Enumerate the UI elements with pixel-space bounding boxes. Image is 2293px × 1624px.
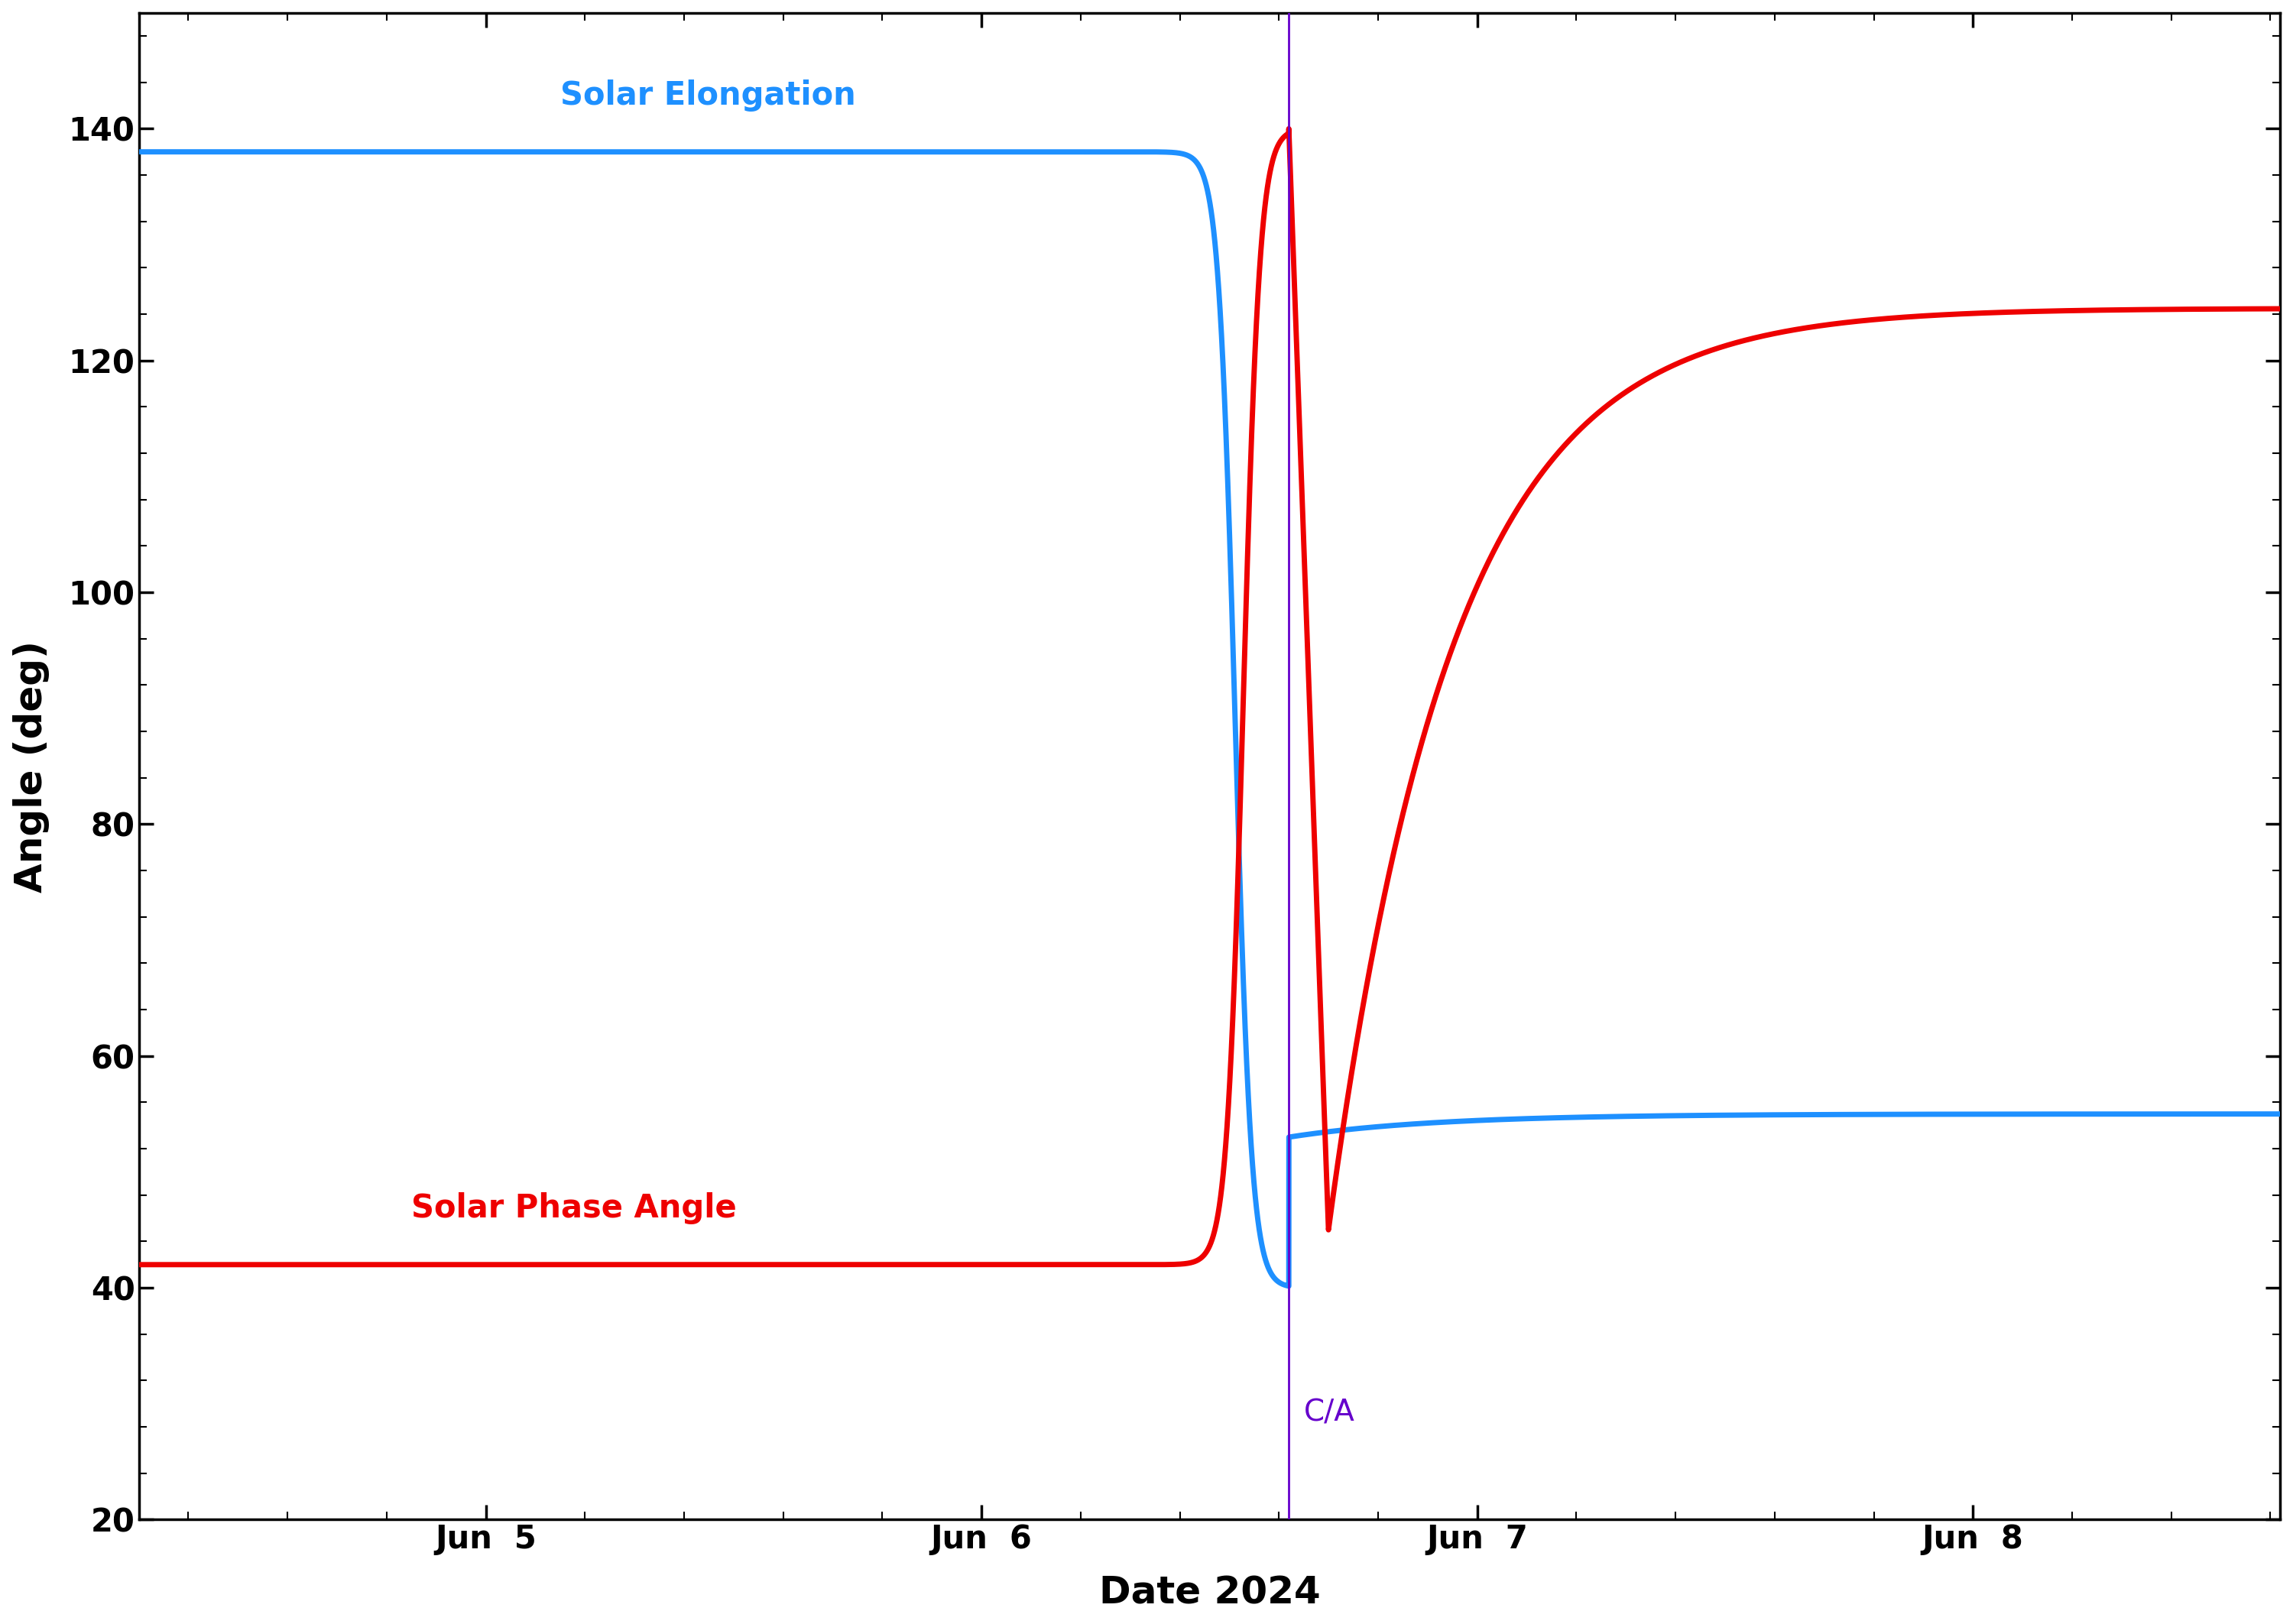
Text: Solar Phase Angle: Solar Phase Angle xyxy=(410,1192,736,1224)
Y-axis label: Angle (deg): Angle (deg) xyxy=(14,640,50,892)
X-axis label: Date 2024: Date 2024 xyxy=(1098,1575,1321,1611)
Text: Solar Elongation: Solar Elongation xyxy=(559,80,855,112)
Text: C/A: C/A xyxy=(1305,1398,1355,1427)
